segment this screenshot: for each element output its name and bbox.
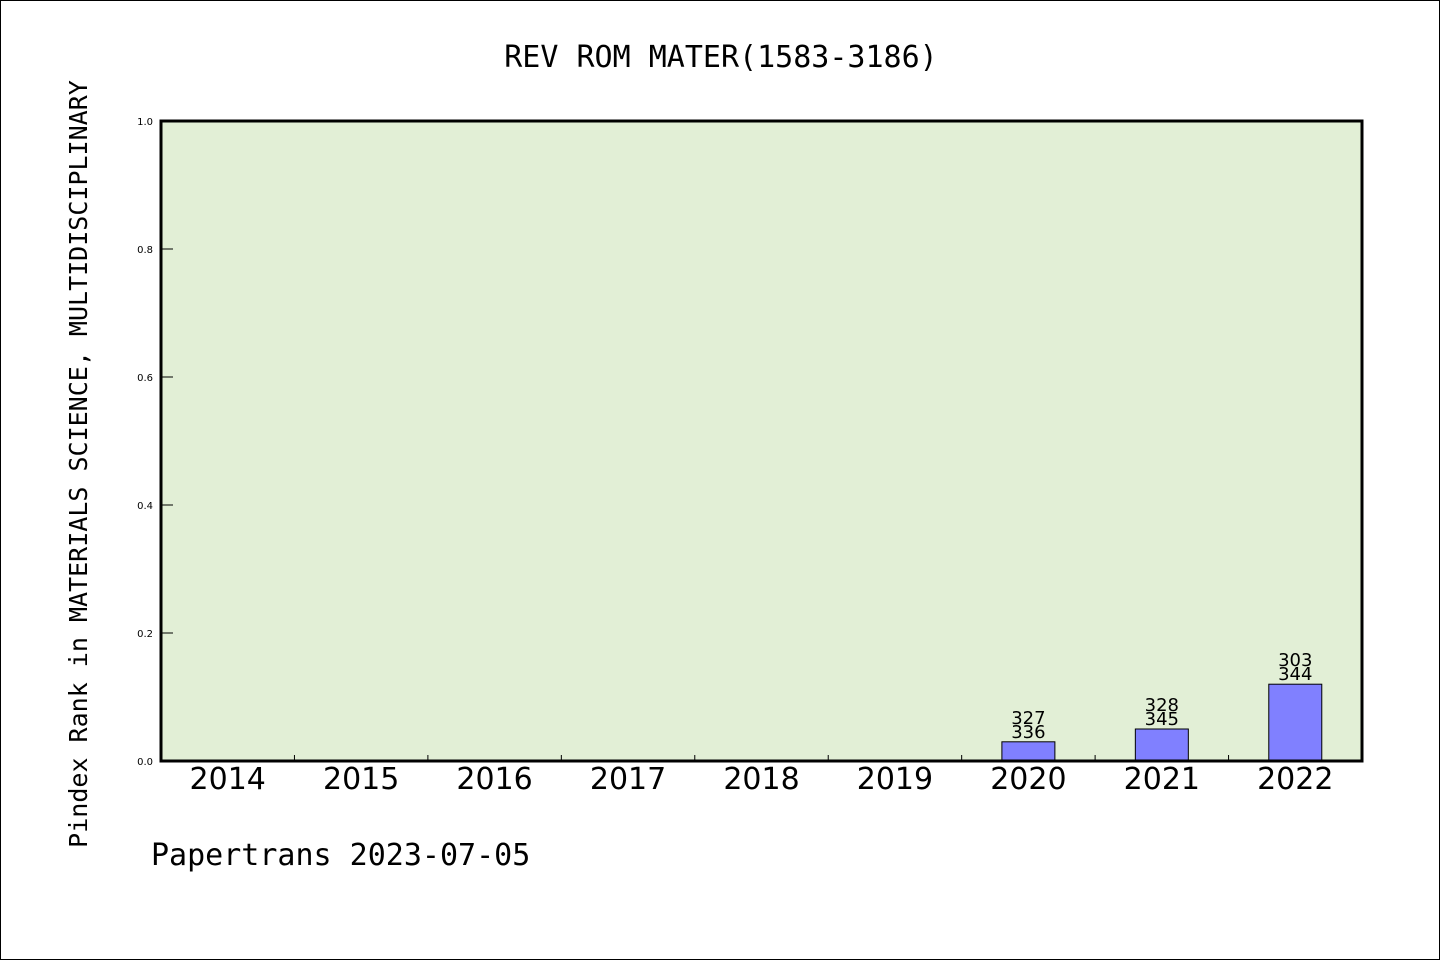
plot-area <box>161 121 1362 761</box>
bar <box>1001 741 1056 762</box>
chart-marks: 0.0 0.2 0.4 0.6 0.8 1.0 2014 2015 2016 2017 2018 20… <box>137 117 1333 797</box>
y-tick-label: 0.2 <box>137 629 153 640</box>
bar-label-lower: 336 <box>1011 722 1045 743</box>
footer-credit: Papertrans 2023-07-05 <box>151 838 530 873</box>
x-tick-label: 2014 <box>190 762 266 797</box>
bar <box>1134 728 1189 762</box>
x-tick-label: 2016 <box>456 762 532 797</box>
bar-label-upper: 327 <box>1011 708 1045 729</box>
y-axis-label: Pindex Rank in MATERIALS SCIENCE, MULTID… <box>64 80 93 848</box>
bar <box>1268 683 1323 762</box>
x-tick-label: 2018 <box>723 762 799 797</box>
x-tick-label: 2017 <box>590 762 666 797</box>
y-tick-label: 0.8 <box>137 245 153 256</box>
y-tick-label: 0.4 <box>137 501 153 512</box>
plot-border <box>159 119 1364 763</box>
bar-label-upper: 303 <box>1278 650 1312 671</box>
bar-label-lower: 344 <box>1278 664 1312 685</box>
x-tick-label: 2015 <box>323 762 399 797</box>
x-tick-label: 2020 <box>990 762 1066 797</box>
y-tick-label: 0.0 <box>137 757 153 768</box>
y-tick-label: 0.6 <box>137 373 153 384</box>
chart-title: REV ROM MATER(1583-3186) <box>504 40 937 75</box>
y-tick-label: 1.0 <box>137 117 153 128</box>
bar-label-upper: 328 <box>1145 695 1179 716</box>
x-tick-label: 2021 <box>1124 762 1200 797</box>
x-tick-label: 2019 <box>857 762 933 797</box>
x-tick-label: 2022 <box>1257 762 1333 797</box>
bar-label-lower: 345 <box>1145 709 1179 730</box>
